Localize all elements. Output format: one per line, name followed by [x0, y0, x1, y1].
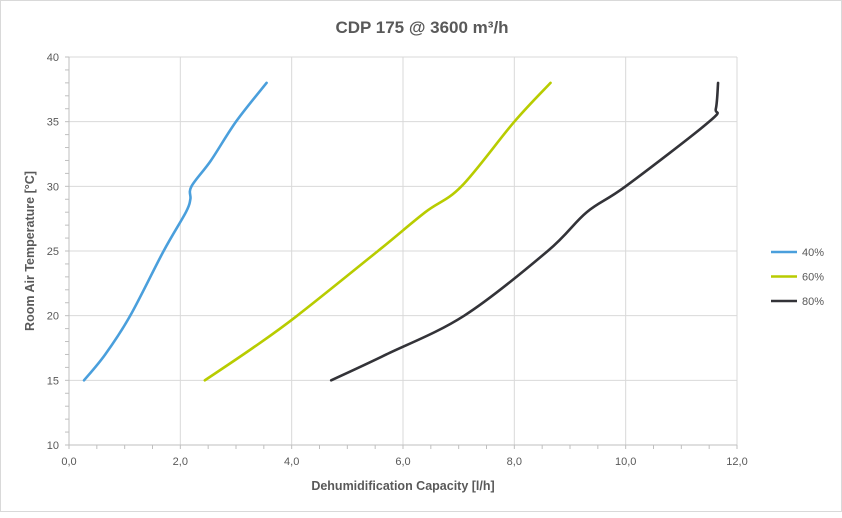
y-tick-label: 20 [47, 311, 59, 323]
x-tick-label: 10,0 [615, 456, 636, 468]
x-tick-label: 0,0 [61, 456, 76, 468]
y-tick-label: 10 [47, 440, 59, 452]
y-tick-label: 35 [47, 117, 59, 129]
series-line-60pct [203, 81, 552, 382]
legend-label: 40% [802, 247, 824, 259]
x-tick-label: 12,0 [726, 456, 747, 468]
y-tick-label: 25 [47, 246, 59, 258]
series-line-40pct [82, 81, 268, 382]
x-tick-label: 8,0 [507, 456, 522, 468]
x-axis-label: Dehumidification Capacity [l/h] [311, 479, 494, 493]
x-tick-label: 4,0 [284, 456, 299, 468]
y-tick-label: 15 [47, 375, 59, 387]
series-line-80pct [329, 81, 720, 382]
legend-label: 60% [802, 272, 824, 284]
legend: 40% 60% 80% [771, 247, 824, 308]
x-tick-label: 2,0 [173, 456, 188, 468]
y-tick-label: 30 [47, 181, 59, 193]
y-tick-label: 40 [47, 52, 59, 64]
legend-label: 80% [802, 296, 824, 308]
x-tick-label: 6,0 [395, 456, 410, 468]
chart-title: CDP 175 @ 3600 m³/h [335, 18, 508, 37]
y-axis-label: Room Air Temperature [°C] [23, 171, 37, 331]
